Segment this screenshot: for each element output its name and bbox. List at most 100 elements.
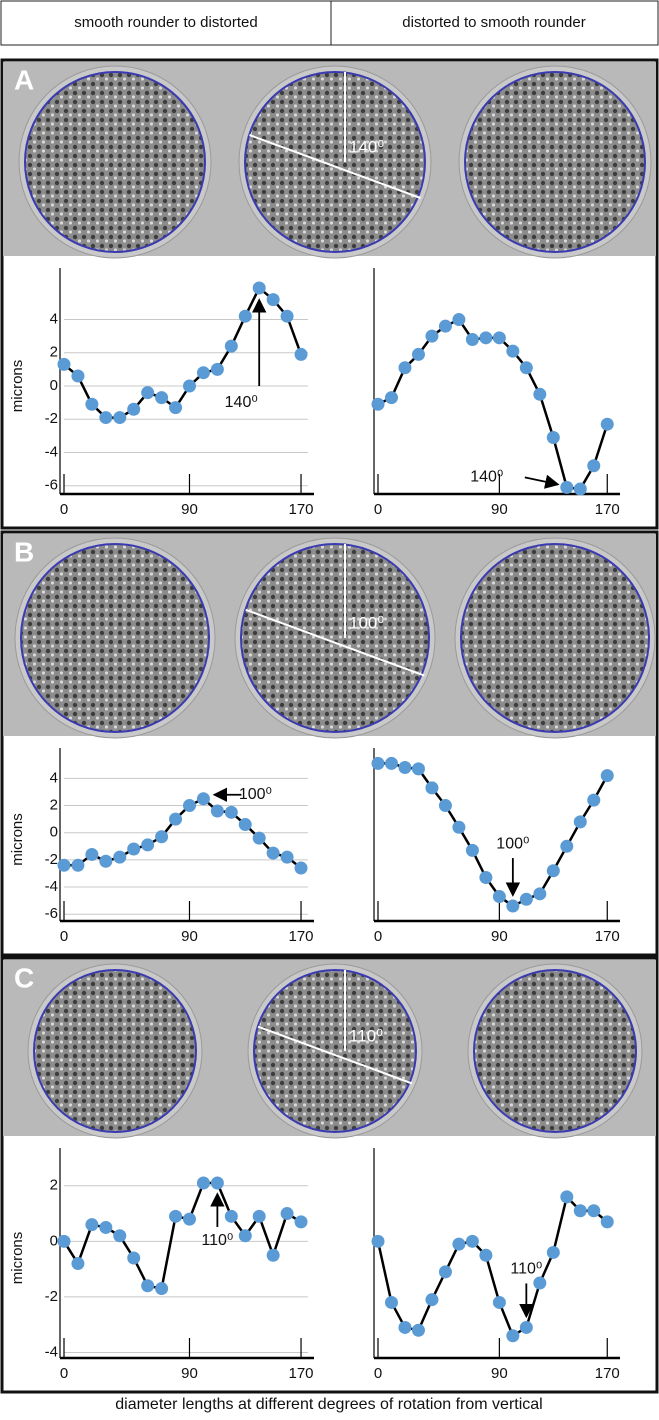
data-point [398,761,412,775]
data-point [384,756,398,770]
data-point [71,858,85,872]
x-tick-label: 90 [491,928,508,945]
data-point [587,793,601,807]
data-point [182,1212,196,1226]
data-point [411,1323,425,1337]
annotation-label: 110⁰ [201,1232,233,1249]
data-point [384,391,398,405]
data-point [587,459,601,473]
data-point [57,1234,71,1248]
data-point [573,815,587,829]
data-point [238,1229,252,1243]
x-tick-label: 90 [181,1365,198,1382]
data-point [506,899,520,913]
x-tick-label: 0 [60,928,68,945]
rotated-diameter [249,134,421,199]
data-point [519,892,533,906]
y-tick-label: -2 [45,1288,58,1305]
cell [464,71,646,253]
data-point [492,331,506,345]
x-tick-label: 0 [60,1365,68,1382]
data-point [546,864,560,878]
data-point [425,781,439,795]
data-point [210,804,224,818]
data-point [465,843,479,857]
data-point [371,756,385,770]
data-point [492,890,506,904]
data-point [294,347,308,361]
data-point [492,1295,506,1309]
annotation-arrow [524,474,560,489]
data-point [155,830,169,844]
data-point [141,1279,155,1293]
data-point [224,805,238,819]
data-point [479,1248,493,1262]
rotated-diameter [245,608,425,677]
cell [20,543,210,733]
cell [240,543,430,733]
data-point [113,411,127,425]
data-point [196,1176,210,1190]
data-point [99,1220,113,1234]
data-point [71,369,85,383]
panel-letter: B [14,536,34,567]
data-point [546,431,560,445]
x-tick-label: 0 [374,928,382,945]
data-point [384,1295,398,1309]
cell [473,969,637,1133]
data-point [479,871,493,885]
data-point [182,379,196,393]
data-point [452,313,466,327]
y-tick-label: 0 [50,1232,58,1249]
data-point [573,1204,587,1218]
data-point [560,480,574,494]
angle-label: 140⁰ [349,137,384,156]
rotated-diameter [257,1025,413,1085]
footer: diameter lengths at different degrees of… [115,1396,542,1413]
data-point [57,858,71,872]
data-point [169,1209,183,1223]
cell [33,969,197,1133]
header-cell [0,0,332,46]
data-point [533,387,547,401]
data-point [266,1248,280,1262]
data-point [398,361,412,375]
cell [244,71,426,253]
data-point [169,812,183,826]
panel-letter: A [14,64,34,95]
data-point [210,362,224,376]
cell [24,71,206,253]
x-tick-label: 0 [60,501,68,518]
header-right: distorted to smooth rounder [402,14,585,31]
data-point [600,417,614,431]
data-point [252,831,266,845]
data-point [238,818,252,832]
data-point [127,402,141,416]
data-point [127,1251,141,1265]
data-point [280,1207,294,1221]
data-point [465,332,479,346]
data-point [438,799,452,813]
data-point [533,1276,547,1290]
data-point [196,792,210,806]
data-point [438,1265,452,1279]
data-point [155,1282,169,1296]
data-point [438,319,452,333]
data-point [452,1237,466,1251]
angle-label: 100⁰ [349,613,384,632]
y-tick-label: -4 [45,1343,58,1360]
x-tick-label: 170 [289,1365,314,1382]
y-tick-label: 4 [50,769,58,786]
y-tick-label: 2 [50,1177,58,1194]
data-point [465,1234,479,1248]
data-point [141,386,155,400]
data-point [99,411,113,425]
data-point [266,846,280,860]
y-axis-label: microns [9,360,26,413]
annotation-label: 100⁰ [496,835,529,852]
y-tick-label: 2 [50,797,58,814]
x-tick-label: 170 [289,501,314,518]
x-tick-label: 0 [374,501,382,518]
y-tick-label: 0 [50,824,58,841]
y-tick-label: -6 [45,905,58,922]
